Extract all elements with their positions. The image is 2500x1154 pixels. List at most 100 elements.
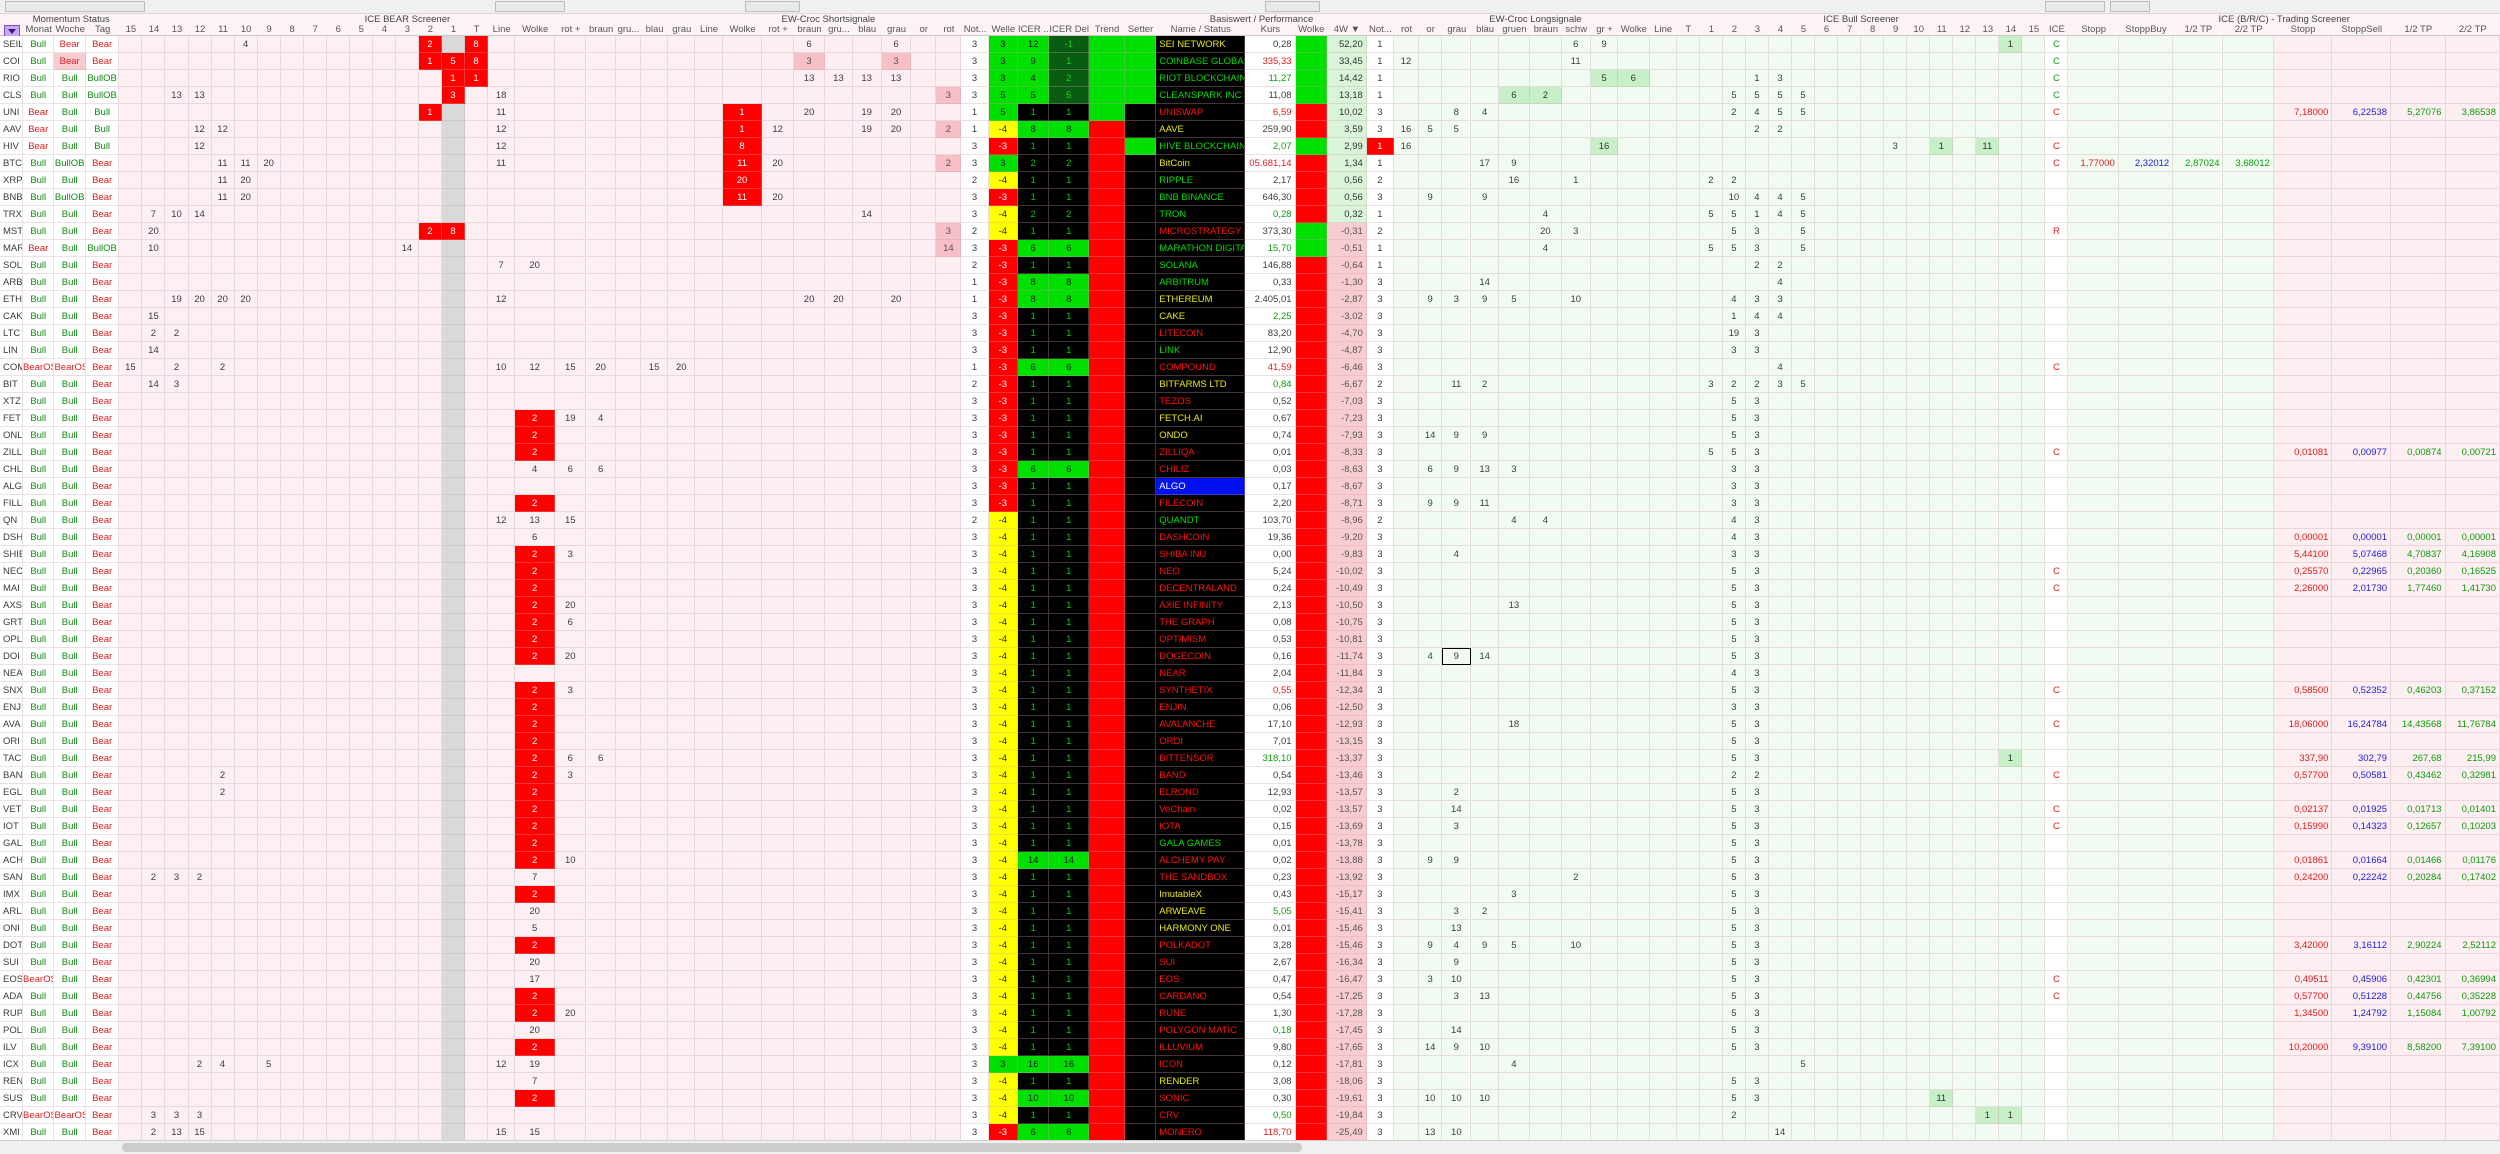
cell-u10[interactable] bbox=[1907, 257, 1931, 274]
cell-crot[interactable] bbox=[936, 138, 962, 155]
cell-b9[interactable] bbox=[257, 1005, 281, 1022]
cell-crotp[interactable] bbox=[762, 733, 794, 750]
cell-monat[interactable]: Bull bbox=[23, 444, 55, 461]
cell-tTP1b[interactable] bbox=[2391, 495, 2446, 512]
cell-ticker[interactable]: ONL bbox=[0, 427, 24, 444]
cell-setter[interactable] bbox=[1124, 614, 1157, 631]
cell-u14[interactable] bbox=[1999, 988, 2023, 1005]
cell-tag[interactable]: Bear bbox=[85, 716, 120, 733]
cell-b4[interactable] bbox=[372, 155, 396, 172]
cell-bbraun[interactable] bbox=[586, 87, 616, 104]
cell-crotp[interactable] bbox=[762, 665, 794, 682]
cell-b10[interactable] bbox=[234, 614, 258, 631]
cell-cLine[interactable] bbox=[695, 291, 723, 308]
cell-cblau[interactable] bbox=[852, 410, 882, 427]
cell-u8[interactable] bbox=[1861, 818, 1885, 835]
cell-b7[interactable] bbox=[303, 189, 327, 206]
cell-bLine[interactable] bbox=[488, 682, 516, 699]
cell-u6[interactable] bbox=[1815, 104, 1839, 121]
column-header-tag[interactable]: Tag bbox=[94, 24, 111, 35]
cell-trend[interactable] bbox=[1089, 546, 1125, 563]
cell-bgru[interactable] bbox=[615, 597, 641, 614]
cell-tStoppSell[interactable] bbox=[2332, 410, 2392, 427]
cell-u11[interactable] bbox=[1930, 325, 1954, 342]
cell-lschw[interactable] bbox=[1561, 920, 1591, 937]
cell-bgrau[interactable] bbox=[668, 189, 696, 206]
cell-lLine[interactable] bbox=[1649, 818, 1677, 835]
cell-u7[interactable] bbox=[1838, 767, 1862, 784]
cell-cblau[interactable] bbox=[852, 478, 882, 495]
cell-trend[interactable] bbox=[1089, 478, 1125, 495]
cell-lLine[interactable] bbox=[1649, 325, 1677, 342]
cell-b11[interactable]: 2 bbox=[211, 767, 235, 784]
cell-cblau[interactable] bbox=[852, 376, 882, 393]
cell-bbraun[interactable] bbox=[586, 699, 616, 716]
cell-u9[interactable] bbox=[1884, 971, 1908, 988]
cell-bLine[interactable] bbox=[488, 716, 516, 733]
cell-b15[interactable] bbox=[119, 648, 143, 665]
cell-b9[interactable] bbox=[257, 937, 281, 954]
cell-lor[interactable] bbox=[1419, 359, 1443, 376]
cell-b6[interactable] bbox=[326, 665, 350, 682]
cell-icerdel[interactable]: 1 bbox=[1049, 903, 1090, 920]
cell-ticker[interactable]: TRX bbox=[0, 206, 24, 223]
cell-u7[interactable] bbox=[1838, 631, 1862, 648]
cell-b7[interactable] bbox=[303, 121, 327, 138]
cell-uT[interactable] bbox=[1676, 665, 1700, 682]
cell-u5[interactable] bbox=[1791, 427, 1816, 444]
table-row[interactable]: LTC Bull Bull Bear 2 2 3 -3 1 1 LITECOIN 83,20 -4,70… bbox=[0, 325, 2500, 342]
cell-b15[interactable] bbox=[119, 546, 143, 563]
cell-lblau[interactable] bbox=[1471, 1005, 1499, 1022]
cell-tag[interactable]: Bull bbox=[85, 138, 120, 155]
cell-tTP1[interactable] bbox=[2173, 393, 2224, 410]
cell-cor[interactable] bbox=[911, 427, 937, 444]
cell-b12[interactable] bbox=[188, 835, 212, 852]
cell-tTP1b[interactable]: 0,12657 bbox=[2391, 818, 2446, 835]
cell-icerdel[interactable]: 1 bbox=[1049, 886, 1090, 903]
cell-tag[interactable]: Bear bbox=[85, 325, 120, 342]
cell-u13[interactable] bbox=[1976, 121, 2000, 138]
cell-ticker[interactable]: AAV bbox=[0, 121, 24, 138]
cell-crot[interactable] bbox=[936, 580, 962, 597]
cell-lWolke[interactable] bbox=[1618, 648, 1650, 665]
cell-lgr[interactable] bbox=[1590, 325, 1619, 342]
cell-lbraun[interactable] bbox=[1530, 257, 1562, 274]
cell-w4[interactable]: -13,37 bbox=[1326, 750, 1367, 767]
cell-name[interactable]: SUI bbox=[1156, 954, 1246, 971]
cell-u11[interactable] bbox=[1930, 512, 1954, 529]
cell-u9[interactable] bbox=[1884, 716, 1908, 733]
cell-trend[interactable] bbox=[1089, 954, 1125, 971]
cell-bLine[interactable] bbox=[488, 767, 516, 784]
cell-b2[interactable] bbox=[418, 954, 442, 971]
cell-b10[interactable] bbox=[234, 920, 258, 937]
table-row[interactable]: CAK Bull Bull Bear 15 3 -3 1 1 CAKE 2,25 -3,02 3 1 4 4 bbox=[0, 308, 2500, 325]
cell-tTP1[interactable] bbox=[2173, 359, 2224, 376]
cell-welle[interactable]: -4 bbox=[988, 223, 1018, 240]
cell-icer[interactable]: 6 bbox=[1018, 359, 1050, 376]
cell-b5[interactable] bbox=[349, 750, 373, 767]
cell-cor[interactable] bbox=[911, 53, 937, 70]
cell-trend[interactable] bbox=[1089, 308, 1125, 325]
cell-monat[interactable]: Bear bbox=[23, 121, 55, 138]
column-header-bLine[interactable]: Line bbox=[492, 24, 511, 35]
cell-b11[interactable] bbox=[211, 835, 235, 852]
cell-b13[interactable] bbox=[165, 971, 189, 988]
cell-lWolke[interactable] bbox=[1618, 750, 1650, 767]
cell-tStoppSell[interactable] bbox=[2332, 478, 2392, 495]
column-header-name[interactable]: Name / Status bbox=[1170, 24, 1231, 35]
cell-b3[interactable] bbox=[395, 376, 419, 393]
cell-u6[interactable] bbox=[1815, 937, 1839, 954]
cell-icer[interactable]: 1 bbox=[1018, 546, 1050, 563]
cell-lor[interactable] bbox=[1419, 376, 1443, 393]
cell-u3[interactable]: 3 bbox=[1745, 682, 1769, 699]
cell-name[interactable]: NEO bbox=[1156, 563, 1246, 580]
cell-tStopp2[interactable] bbox=[2273, 70, 2333, 87]
cell-crotp[interactable] bbox=[762, 495, 794, 512]
cell-woche[interactable]: Bull bbox=[54, 104, 86, 121]
cell-cor[interactable] bbox=[911, 274, 937, 291]
cell-crotp[interactable]: 12 bbox=[762, 121, 794, 138]
cell-bT[interactable] bbox=[465, 852, 489, 869]
cell-u9[interactable] bbox=[1884, 801, 1908, 818]
cell-b7[interactable] bbox=[303, 699, 327, 716]
cell-b10[interactable] bbox=[234, 257, 258, 274]
